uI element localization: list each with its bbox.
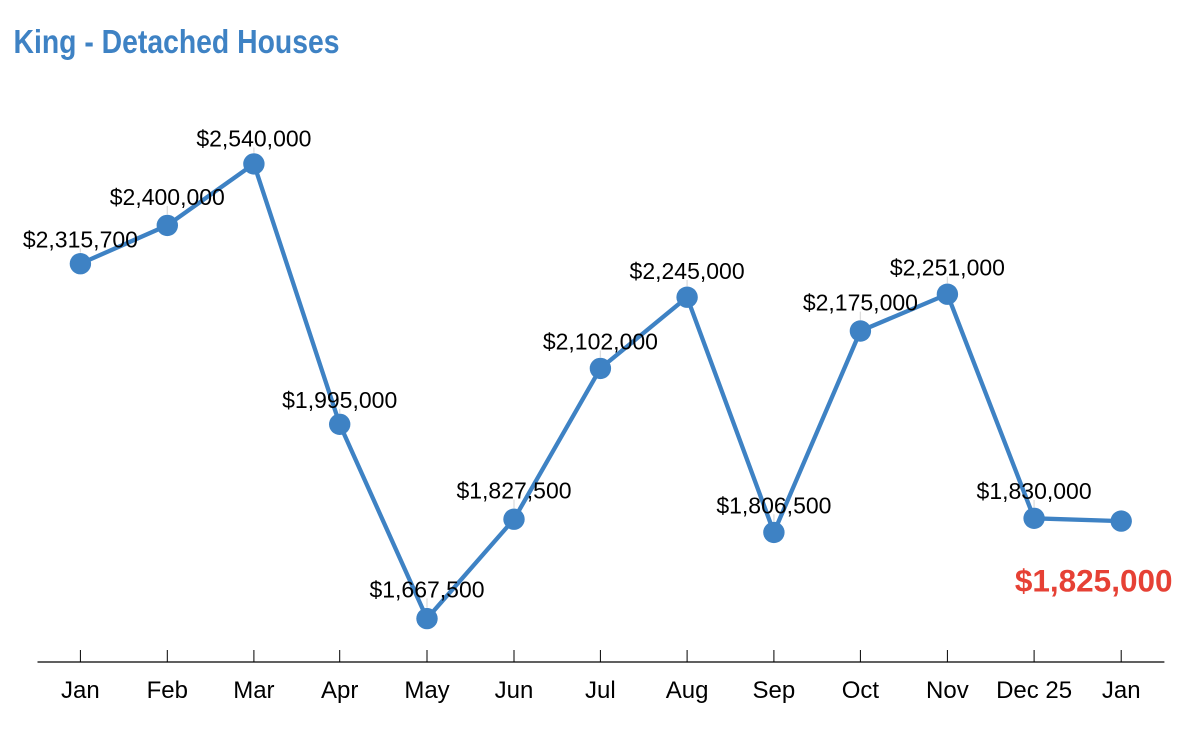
- svg-text:$1,995,000: $1,995,000: [282, 387, 397, 413]
- svg-text:$1,667,500: $1,667,500: [369, 577, 484, 603]
- svg-text:Jul: Jul: [585, 677, 616, 704]
- svg-text:Feb: Feb: [147, 677, 188, 704]
- svg-text:Jan: Jan: [1102, 677, 1141, 704]
- svg-text:Dec 25: Dec 25: [996, 677, 1072, 704]
- svg-text:Nov: Nov: [926, 677, 969, 704]
- svg-text:$2,245,000: $2,245,000: [630, 258, 745, 284]
- svg-text:$2,251,000: $2,251,000: [890, 255, 1005, 281]
- svg-text:King - Detached Houses: King - Detached Houses: [14, 23, 340, 60]
- svg-text:Jun: Jun: [495, 677, 534, 704]
- svg-text:$1,827,500: $1,827,500: [456, 478, 571, 504]
- svg-text:Aug: Aug: [666, 677, 709, 704]
- svg-text:$2,102,000: $2,102,000: [543, 328, 658, 354]
- svg-text:$2,400,000: $2,400,000: [110, 184, 225, 210]
- svg-text:$1,825,000: $1,825,000: [1015, 563, 1173, 599]
- svg-text:Jan: Jan: [61, 677, 100, 704]
- svg-text:$2,540,000: $2,540,000: [196, 126, 311, 152]
- svg-text:Oct: Oct: [842, 677, 880, 704]
- svg-text:Sep: Sep: [753, 677, 796, 704]
- svg-text:$2,175,000: $2,175,000: [803, 290, 918, 316]
- svg-text:$1,806,500: $1,806,500: [716, 492, 831, 518]
- svg-text:Apr: Apr: [321, 677, 358, 704]
- svg-text:May: May: [404, 677, 449, 704]
- svg-text:$1,830,000: $1,830,000: [977, 478, 1092, 504]
- svg-text:Mar: Mar: [233, 677, 274, 704]
- svg-text:$2,315,700: $2,315,700: [23, 226, 138, 252]
